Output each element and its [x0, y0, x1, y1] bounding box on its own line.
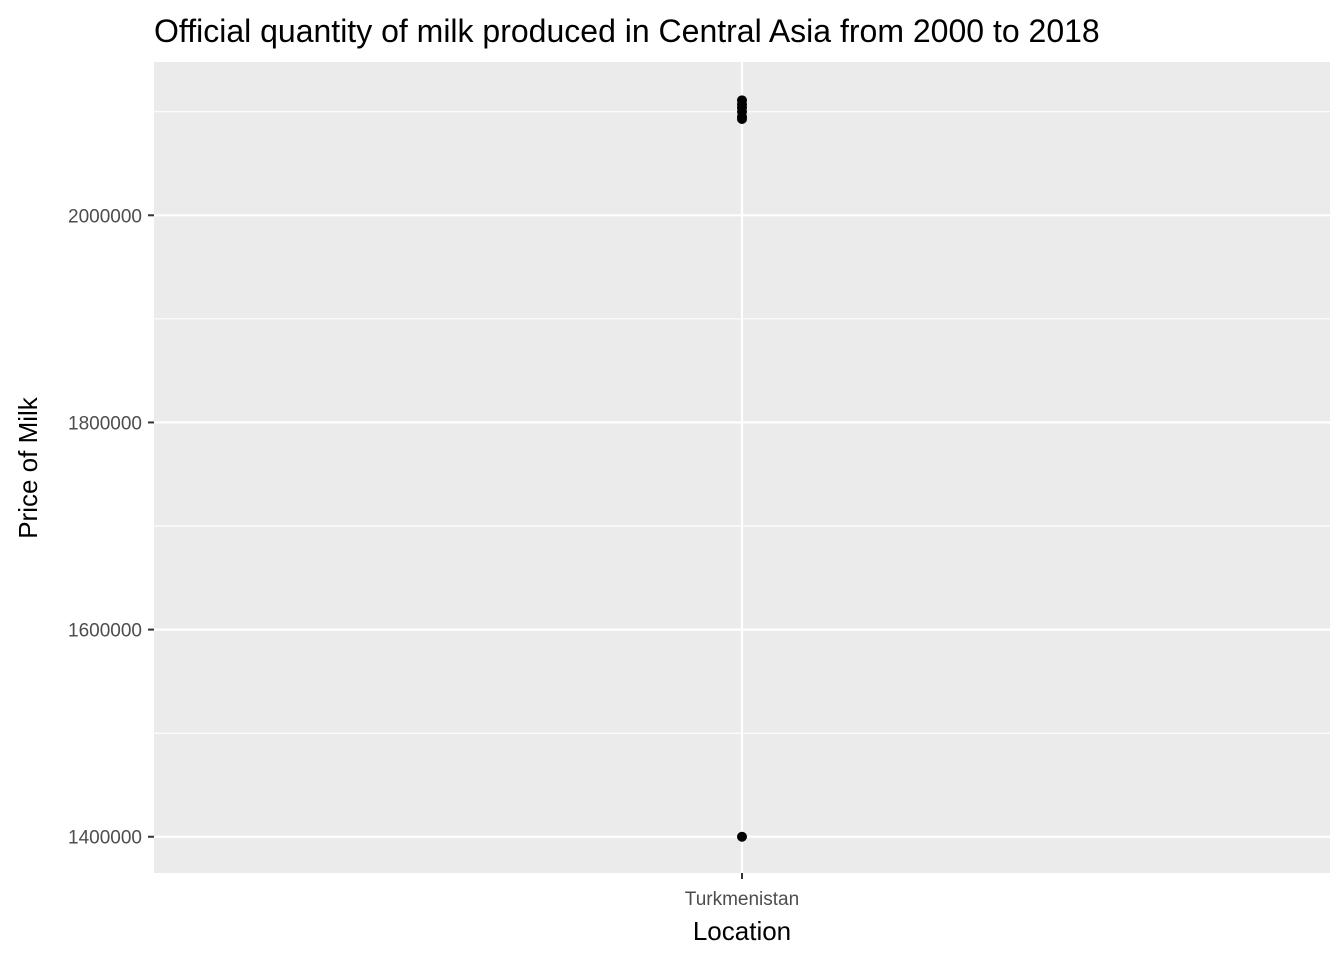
- y-axis-title: Price of Milk: [13, 396, 43, 539]
- y-tick-label: 2000000: [68, 206, 142, 227]
- y-tick-label: 1400000: [68, 828, 142, 849]
- x-tick-label: Turkmenistan: [685, 889, 799, 910]
- data-point: [737, 95, 747, 106]
- data-point: [737, 831, 747, 842]
- gridlines: [154, 62, 1330, 873]
- y-tick-label: 1800000: [68, 413, 142, 434]
- x-axis-title: Location: [693, 916, 791, 946]
- y-tick-label: 1600000: [68, 621, 142, 642]
- chart-title: Official quantity of milk produced in Ce…: [154, 13, 1100, 49]
- axes: 1400000 1600000 1800000 2000000 Turkmenistan: [68, 206, 799, 910]
- data-points: [737, 95, 747, 842]
